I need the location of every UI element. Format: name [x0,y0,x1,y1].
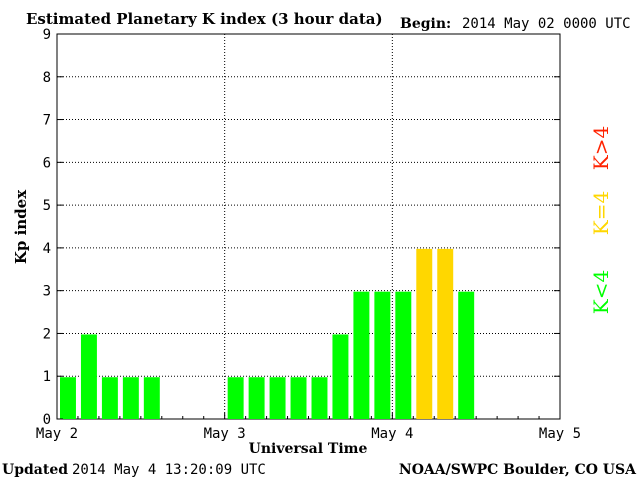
y-tick-label: 3 [43,284,51,300]
kp-bar [332,334,349,419]
kp-bar [353,291,370,419]
kp-bar [437,248,454,419]
chart-title: Estimated Planetary K index (3 hour data… [26,10,383,28]
kp-bar [227,377,244,419]
updated-value: 2014 May 4 13:20:09 UTC [72,462,266,478]
kp-bar [416,248,433,419]
kp-bar [395,291,412,419]
kp-bar [458,291,475,419]
y-tick-label: 1 [43,369,51,385]
y-tick-label: 5 [43,198,51,214]
legend-item: K<4 [589,270,613,314]
kp-bar [101,377,118,419]
y-tick-label: 0 [43,412,51,428]
y-tick-label: 2 [43,326,51,342]
grid-lines [57,34,560,419]
kp-bar [80,334,97,419]
kp-bar [60,377,76,419]
y-tick-label: 6 [43,155,51,171]
kp-bar [374,291,391,419]
x-tick-label: May 2 [36,426,78,442]
begin-value: 2014 May 02 0000 UTC [462,16,631,32]
kp-bar [311,377,328,419]
y-tick-label: 8 [43,70,51,86]
y-tick-label: 9 [43,27,51,43]
kp-bar [290,377,307,419]
x-tick-label: May 5 [539,426,581,442]
updated-label: Updated [2,462,68,478]
y-axis-ticks: 0 1 2 3 4 5 6 7 8 9 [43,27,560,428]
x-tick-label: May 3 [204,426,246,442]
plot-frame [56,33,561,420]
legend: K<4 K=4 K>4 [589,126,613,314]
x-axis-label: Universal Time [249,441,368,457]
credit-text: NOAA/SWPC Boulder, CO USA [399,462,637,478]
kp-bar [122,377,139,419]
begin-label: Begin: [400,16,451,32]
bars-group [60,248,475,419]
x-axis-ticks: May 2 May 3 May 4 May 5 [36,413,581,442]
y-tick-label: 4 [43,241,51,257]
kp-bar [248,377,265,419]
kp-bar [269,377,286,419]
x-tick-label: May 4 [371,426,413,442]
legend-item: K=4 [589,191,613,235]
legend-item: K>4 [589,126,613,170]
y-tick-label: 7 [43,113,51,129]
y-axis-label: Kp index [12,189,30,264]
kp-bar [143,377,160,419]
